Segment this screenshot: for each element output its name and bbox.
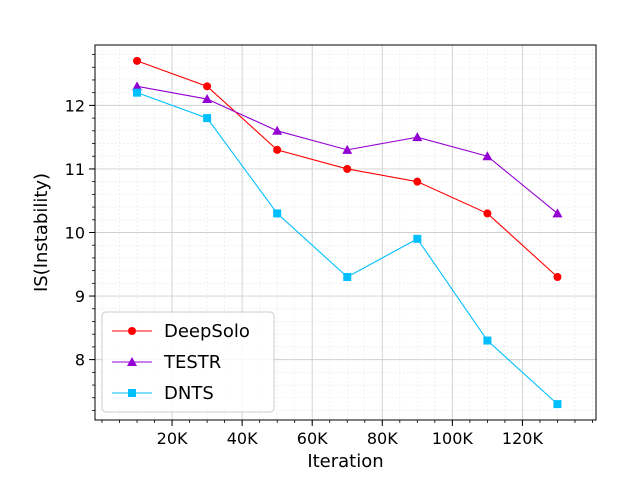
legend-label-testr: TESTR xyxy=(163,352,221,373)
legend-label-dnts: DNTS xyxy=(164,383,214,404)
series-testr xyxy=(132,81,563,218)
data-point-testr xyxy=(482,151,493,161)
legend-marker-deepsolo xyxy=(128,327,136,335)
data-point-deepsolo xyxy=(483,209,492,218)
data-point-dnts xyxy=(483,336,492,345)
legend: DeepSolo TESTR DNTS xyxy=(101,311,275,413)
legend-marker-testr xyxy=(127,357,137,366)
x-axis-label: Iteration xyxy=(307,451,383,472)
legend-marker-dnts xyxy=(128,389,136,397)
data-point-testr xyxy=(132,81,143,91)
y-tick-label: 10 xyxy=(65,224,85,243)
x-tick-label: 80K xyxy=(367,429,398,448)
legend-box xyxy=(101,311,275,413)
data-point-testr xyxy=(552,208,563,218)
data-point-deepsolo xyxy=(413,177,422,186)
y-tick-label: 12 xyxy=(65,96,85,115)
x-tick-label: 40K xyxy=(227,429,258,448)
x-tick-label: 60K xyxy=(297,429,328,448)
y-tick-label: 9 xyxy=(75,287,85,306)
y-tick-label: 11 xyxy=(65,160,85,179)
data-point-testr xyxy=(272,125,283,135)
y-axis-label: IS(Instability) xyxy=(31,173,52,292)
series-dnts xyxy=(133,88,562,409)
data-point-dnts xyxy=(273,209,282,218)
data-point-deepsolo xyxy=(553,272,562,281)
x-tick-label: 20K xyxy=(157,429,188,448)
data-point-dnts xyxy=(343,272,352,281)
data-point-deepsolo xyxy=(343,164,352,173)
data-point-testr xyxy=(342,144,353,154)
grid-layer xyxy=(95,45,596,420)
data-point-dnts xyxy=(553,400,562,409)
data-point-dnts xyxy=(133,88,142,97)
axis-layer: 20K 40K 60K 80K 100K 120K 8 9 10 11 12 xyxy=(65,54,593,448)
series-layer xyxy=(132,56,563,409)
data-point-dnts xyxy=(203,114,212,123)
series-deepsolo xyxy=(133,56,562,281)
x-tick-label: 100K xyxy=(432,429,474,448)
data-point-deepsolo xyxy=(133,56,142,65)
data-point-testr xyxy=(202,94,213,104)
legend-label-deepsolo: DeepSolo xyxy=(164,321,250,342)
x-tick-label: 120K xyxy=(502,429,544,448)
data-point-testr xyxy=(412,132,423,142)
data-point-deepsolo xyxy=(203,82,212,91)
data-point-deepsolo xyxy=(273,145,282,154)
data-point-dnts xyxy=(413,234,422,243)
y-tick-label: 8 xyxy=(75,351,85,370)
